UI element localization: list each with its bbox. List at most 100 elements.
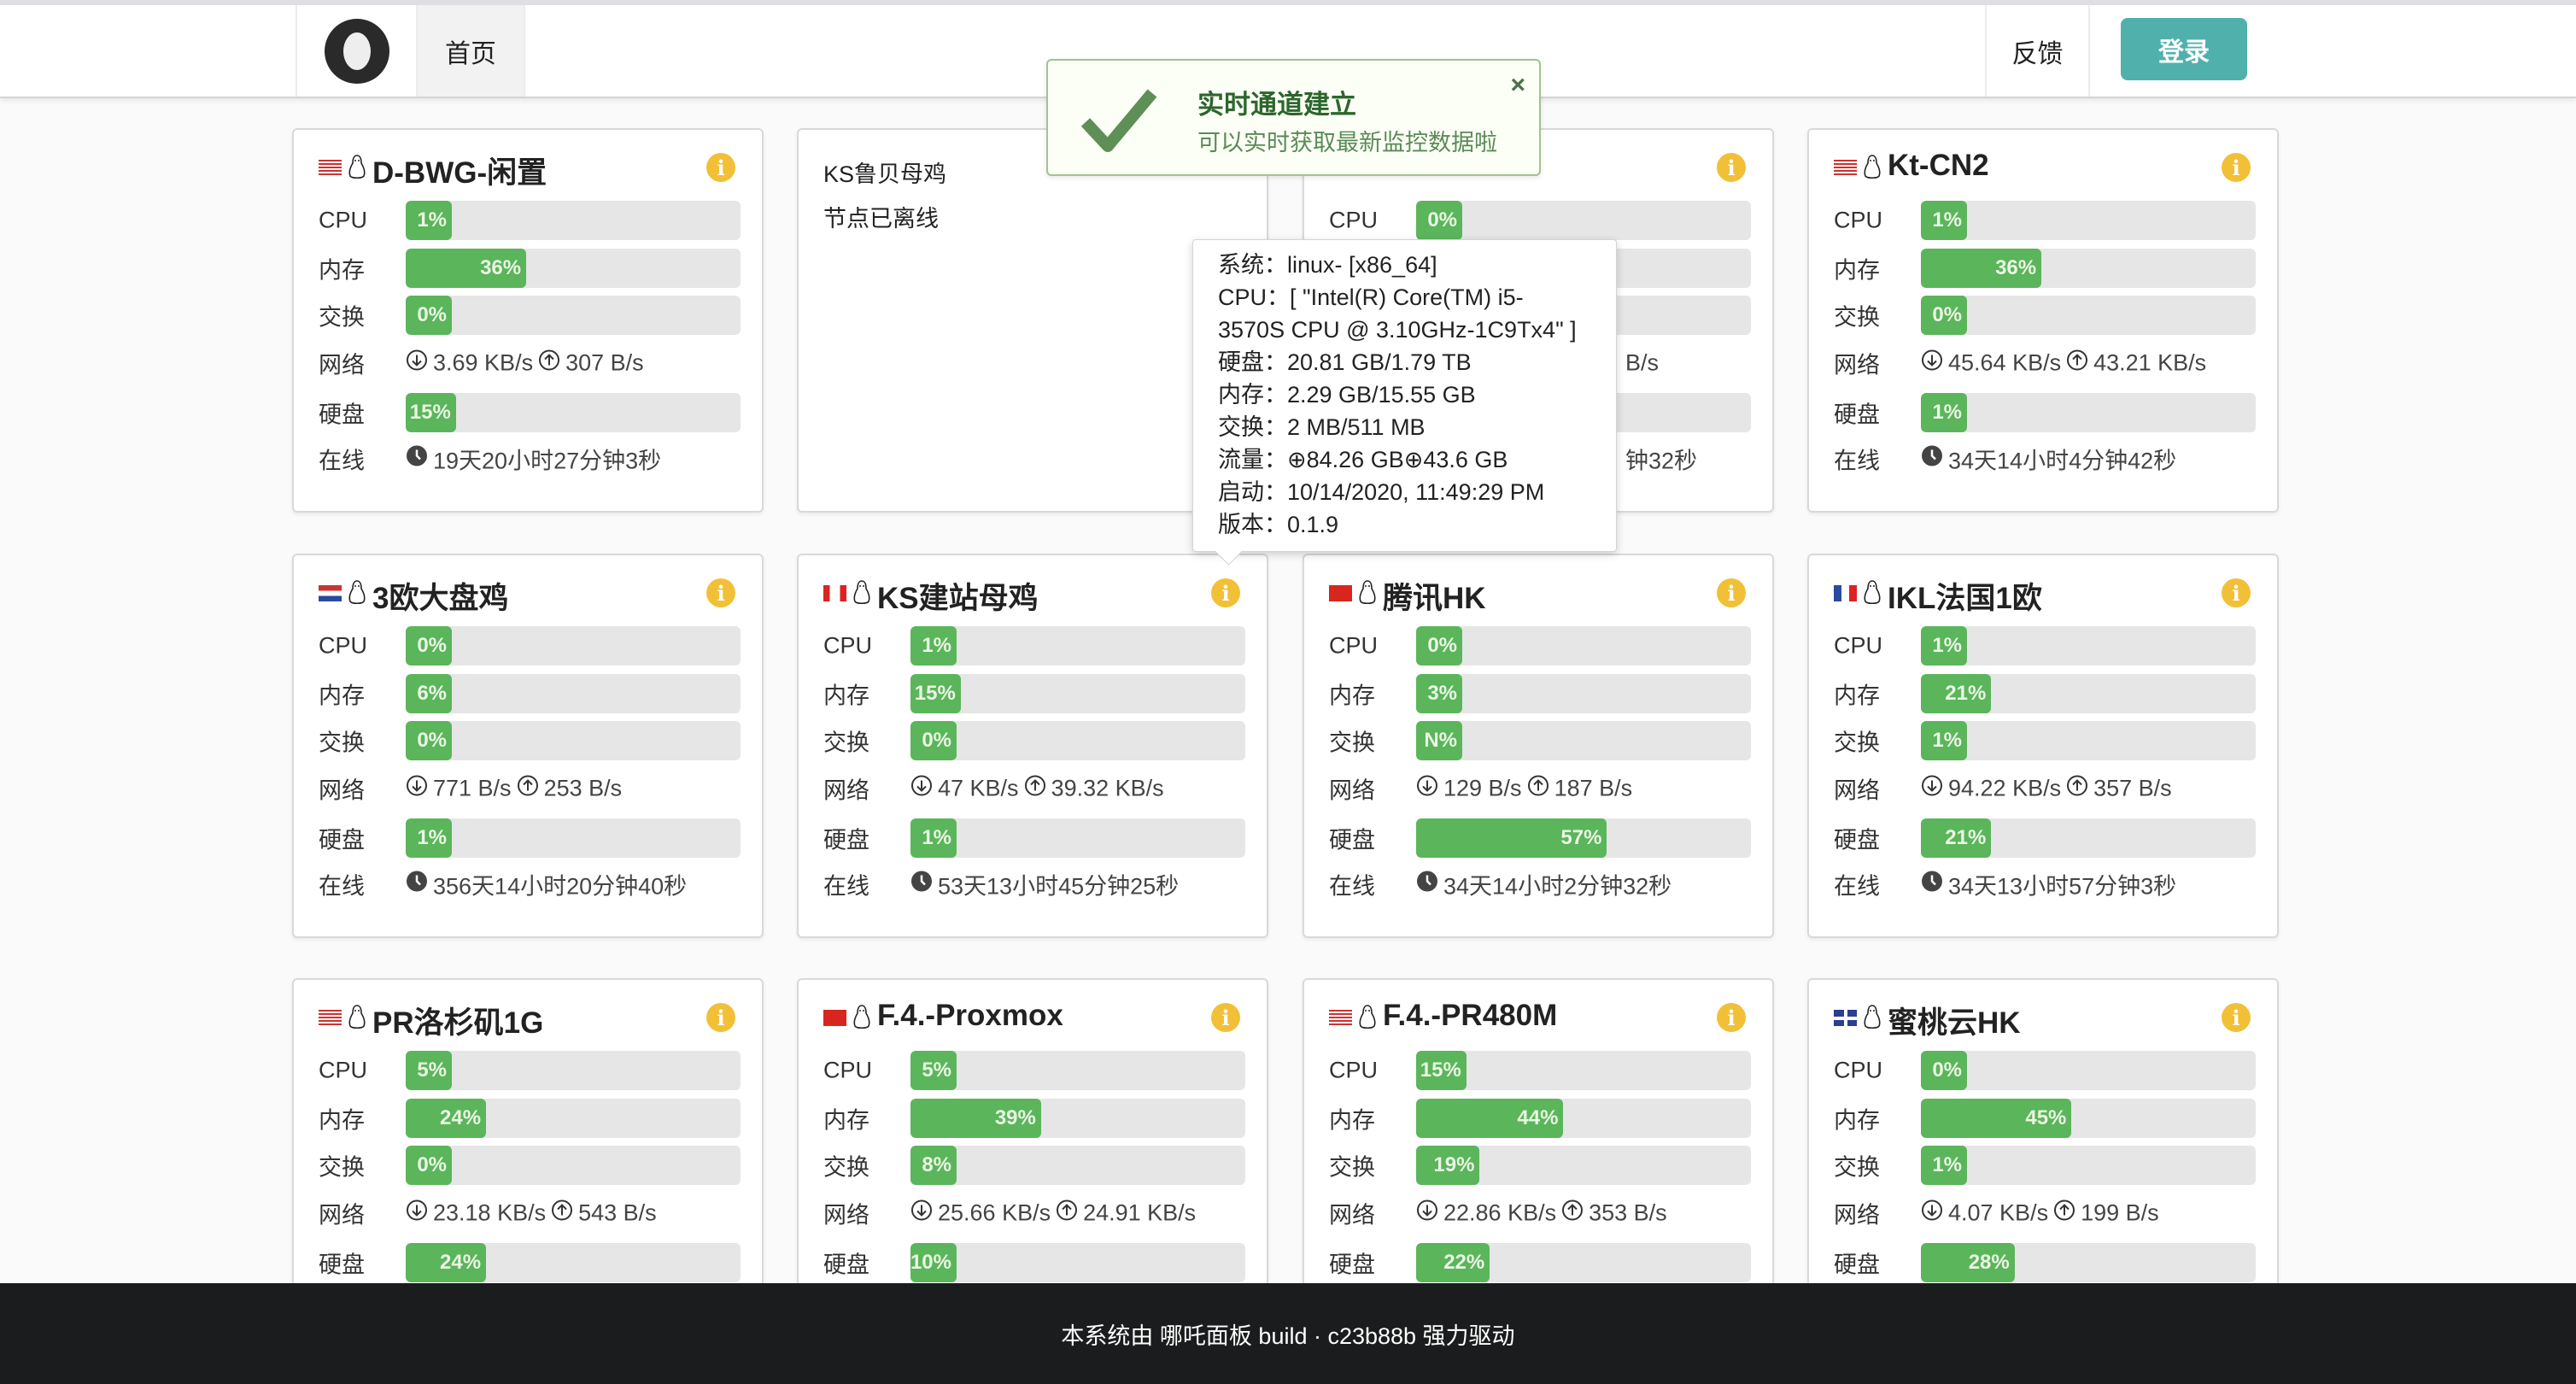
- network-speed: 25.66 KB/s 24.91 KB/s: [910, 1199, 1196, 1228]
- swap-progress-bar: 8%: [910, 1146, 1245, 1185]
- label-disk: 硬盘: [319, 827, 365, 853]
- cpu-progress-bar: 0%: [406, 626, 741, 666]
- info-icon[interactable]: i: [1717, 153, 1746, 182]
- upload-icon: [1527, 775, 1549, 803]
- download-icon: [1921, 775, 1943, 803]
- swap-progress-bar: 0%: [1921, 296, 2256, 335]
- tooltip-line: 流量：⊕84.26 GB⊕43.6 GB: [1218, 447, 1508, 472]
- server-name: 腾讯HK: [1383, 582, 1486, 615]
- linux-penguin-icon: [347, 154, 367, 181]
- disk-bar-fill: 15%: [406, 393, 456, 432]
- flag-us-icon: [319, 1010, 342, 1026]
- mem-bar-fill: 15%: [910, 674, 961, 713]
- info-icon[interactable]: i: [706, 153, 735, 182]
- server-card: KS建站母鸡 i CPU 1% 内存 15% 交换 0% 网络 47 KB/s 39.32 KB/s…: [797, 554, 1268, 938]
- footer: 本系统由 哪吒面板 build · c23b88b 强力驱动: [0, 1283, 2576, 1384]
- disk-progress-bar: 57%: [1416, 818, 1751, 858]
- label-disk: 硬盘: [1834, 827, 1880, 853]
- mem-progress-bar: 44%: [1416, 1099, 1751, 1138]
- network-speed: 129 B/s 187 B/s: [1416, 775, 1632, 803]
- login-button[interactable]: 登录: [2121, 18, 2247, 80]
- tooltip-line: 系统：linux- [x86_64]: [1218, 252, 1437, 278]
- cpu-bar-fill: 5%: [406, 1051, 452, 1090]
- upload-icon: [551, 1199, 573, 1228]
- disk-bar-fill: 21%: [1921, 818, 1992, 858]
- mem-bar-fill: 36%: [1921, 249, 2042, 288]
- label-cpu: CPU: [1834, 632, 1883, 659]
- tooltip-line: 3570S CPU @ 3.10GHz-1C9Tx4" ]: [1218, 317, 1577, 343]
- upload-speed: 24.91 KB/s: [1083, 1199, 1197, 1226]
- label-net: 网络: [319, 352, 365, 378]
- info-icon[interactable]: i: [1717, 578, 1746, 607]
- upload-speed: 187 B/s: [1554, 775, 1633, 801]
- mem-progress-bar: 36%: [1921, 249, 2256, 288]
- upload-icon: [1056, 1199, 1078, 1228]
- download-icon: [1921, 349, 1943, 378]
- uptime-value: 34天14小时4分钟42秒: [1948, 448, 2177, 474]
- label-swap: 交换: [1329, 730, 1375, 756]
- info-icon[interactable]: i: [1211, 1003, 1240, 1032]
- disk-progress-bar: 1%: [910, 818, 1245, 858]
- download-icon: [1416, 1199, 1438, 1228]
- flag-ca-icon: [823, 585, 846, 601]
- swap-progress-bar: 19%: [1416, 1146, 1751, 1185]
- label-disk: 硬盘: [319, 1252, 365, 1278]
- disk-progress-bar: 10%: [910, 1243, 1245, 1282]
- label-mem: 内存: [1834, 683, 1880, 709]
- mem-bar-fill: 3%: [1416, 674, 1462, 713]
- label-cpu: CPU: [319, 1057, 368, 1083]
- logo[interactable]: [296, 5, 416, 97]
- info-icon[interactable]: i: [1717, 1003, 1746, 1032]
- info-icon[interactable]: i: [2222, 1003, 2251, 1032]
- disk-progress-bar: 24%: [406, 1243, 741, 1282]
- uptime: 356天14小时20分钟40秒: [406, 868, 687, 901]
- swap-progress-bar: 0%: [406, 296, 741, 335]
- disk-bar-fill: 28%: [1921, 1243, 2015, 1282]
- swap-bar-fill: 19%: [1416, 1146, 1480, 1185]
- info-icon[interactable]: i: [2222, 578, 2251, 607]
- label-mem: 内存: [823, 683, 869, 709]
- label-uptime: 在线: [319, 873, 365, 900]
- uptime-value: 53天13小时45分钟25秒: [938, 873, 1180, 900]
- label-swap: 交换: [319, 1154, 365, 1181]
- uptime-value: 34天13小时57分钟3秒: [1948, 873, 2177, 900]
- close-icon[interactable]: ×: [1510, 71, 1525, 99]
- server-name: D-BWG-闲置: [372, 156, 547, 190]
- server-info-tooltip: 系统：linux- [x86_64] CPU：[ "Intel(R) Core(T…: [1192, 239, 1617, 552]
- disk-bar-fill: 1%: [1921, 393, 1967, 432]
- flag-us-icon: [319, 160, 342, 176]
- server-name: IKL法国1欧: [1888, 582, 2042, 615]
- label-swap: 交换: [1834, 730, 1880, 756]
- swap-bar-fill: 0%: [406, 1146, 452, 1185]
- server-name: 蜜桃云HK: [1888, 1006, 2021, 1040]
- info-icon[interactable]: i: [2222, 153, 2251, 182]
- swap-bar-fill: 8%: [910, 1146, 957, 1185]
- clock-icon: [406, 871, 428, 899]
- download-speed: 25.66 KB/s: [938, 1199, 1051, 1226]
- label-cpu: CPU: [319, 207, 368, 233]
- cpu-progress-bar: 5%: [406, 1051, 741, 1090]
- info-icon[interactable]: i: [1211, 578, 1240, 607]
- disk-bar-fill: 57%: [1416, 818, 1607, 858]
- network-speed: 4.07 KB/s 199 B/s: [1921, 1199, 2159, 1228]
- info-icon[interactable]: i: [706, 1003, 735, 1032]
- nav-home[interactable]: 首页: [416, 5, 525, 97]
- info-icon[interactable]: i: [706, 578, 735, 607]
- flag-gb-icon: [1834, 1010, 1857, 1026]
- label-cpu: CPU: [823, 632, 873, 659]
- swap-progress-bar: N%: [1416, 721, 1751, 760]
- label-net: 网络: [1329, 777, 1375, 804]
- label-disk: 硬盘: [823, 827, 869, 853]
- upload-icon: [1024, 775, 1046, 803]
- upload-speed: 253 B/s: [543, 775, 623, 801]
- clock-icon: [1416, 871, 1438, 899]
- nav-feedback[interactable]: 反馈: [1985, 5, 2090, 97]
- label-cpu: CPU: [1329, 207, 1379, 233]
- label-mem: 内存: [1329, 683, 1375, 709]
- server-name: KS建站母鸡: [877, 582, 1039, 615]
- download-speed: 94.22 KB/s: [1948, 775, 2062, 801]
- label-swap: 交换: [319, 730, 365, 756]
- disk-progress-bar: 1%: [1921, 393, 2256, 432]
- network-speed: 771 B/s 253 B/s: [406, 775, 622, 803]
- label-mem: 内存: [1834, 257, 1880, 284]
